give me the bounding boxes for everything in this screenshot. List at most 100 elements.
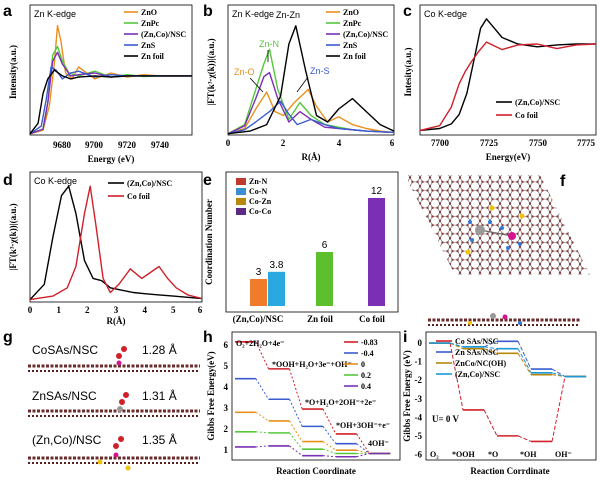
group-label: Co foil <box>359 314 385 324</box>
panel-e-groups: (Zn,Co)/NSC Zn foil Co foil <box>233 314 386 324</box>
bar-value-label: 3 <box>256 267 262 278</box>
legend-entry: Zn foil <box>343 52 367 61</box>
panel-a-title: Zn K-edge <box>34 9 76 19</box>
panel-d-ylabel: |FT(k³·χ(k))|(a.u.) <box>8 203 18 270</box>
series-line-zns <box>227 100 395 135</box>
active-site-top <box>465 205 525 255</box>
bond-length: 1.31 Å <box>142 388 177 403</box>
panel-letter-g: g <box>3 329 13 346</box>
connector <box>322 448 336 454</box>
series-line-zn-foil <box>227 25 395 135</box>
xtick: 6 <box>198 305 203 315</box>
ytick: 0 <box>418 338 423 348</box>
series-line-zno <box>227 88 395 135</box>
connector <box>484 346 498 350</box>
step-label: *OOH <box>452 450 475 459</box>
panel-h-legend: -0.83 -0.4 0 0.2 0.4 <box>344 338 378 391</box>
ytick: 3 <box>224 403 229 413</box>
legend-entry: Zn-N <box>249 177 267 186</box>
xtick: 7725 <box>480 138 499 148</box>
connector <box>517 353 532 375</box>
bar-value-label: 3.8 <box>270 260 284 271</box>
legend-entry: ZnO <box>343 8 359 17</box>
plot-frame-d <box>29 171 203 303</box>
panel-d-xticks: 0 1 2 3 4 5 6 <box>28 305 203 315</box>
structure-label: CoSAs/NSC <box>32 343 98 357</box>
legend-entry: ZnPc <box>343 19 362 28</box>
ytick: -6 <box>415 449 423 459</box>
ytick: 5 <box>224 361 229 371</box>
xtick: 7750 <box>529 138 548 148</box>
structure-row-2: ZnSAs/NSC 1.31 Å <box>28 388 200 417</box>
panel-letter-c: c <box>403 3 412 20</box>
structure-row-1: CoSAs/NSC 1.28 Å <box>28 342 200 372</box>
connector <box>483 348 498 354</box>
connector <box>449 342 464 348</box>
plot-frame-i <box>425 331 597 461</box>
xtick: 9720 <box>118 140 137 150</box>
panel-i-xlabel: Reaction Corrdinate <box>470 466 549 476</box>
legend-entry: ZnPc <box>141 19 160 28</box>
panel-i-yticks: 0 -1 -2 -3 -4 -5 -6 <box>415 338 423 459</box>
connector <box>322 455 336 458</box>
step-label: *O+H₂O+2OH⁻+2e⁻ <box>305 398 376 407</box>
connector <box>517 348 532 374</box>
annotation-zn-n: Zn-N <box>259 39 279 49</box>
panel-a-xlabel: Energy (eV) <box>88 154 135 164</box>
connector <box>483 409 498 437</box>
panel-b-ylabel: |FT(k³·χ(k))|(a.u.) <box>206 38 216 105</box>
panel-letter-d: d <box>3 172 13 189</box>
xtick: 0 <box>28 305 33 315</box>
ytick: -1 <box>415 357 423 367</box>
ytick: -4 <box>415 412 423 422</box>
legend-swatch <box>236 188 246 195</box>
bond-length: 1.35 Å <box>142 432 177 447</box>
plot-frame-c <box>419 4 597 136</box>
legend-entry: Co-Zn <box>249 197 272 206</box>
panel-e-ylabel: Coordination Number <box>204 199 214 285</box>
step-label: O₂ <box>430 450 439 459</box>
ytick: 4 <box>224 382 229 392</box>
panel-h-lines <box>235 340 391 458</box>
step-label: *OH+3OH⁻+e⁻ <box>336 421 390 430</box>
legend-entry: 0.4 <box>361 382 371 391</box>
connector <box>289 445 303 457</box>
panel-h-xlabel: Reaction Coordinate <box>276 466 356 476</box>
series-line-zno <box>29 25 192 135</box>
legend-swatch <box>236 208 246 215</box>
xtick: 1 <box>56 305 61 315</box>
panel-c-legend: (Zn,Co)/NSC Co foil <box>496 98 560 120</box>
xtick: 7700 <box>431 138 450 148</box>
panel-c-lines <box>419 18 597 132</box>
panel-i-ylabel: Gibbs Free Energy (eV) <box>402 350 412 442</box>
connector <box>517 341 532 370</box>
legend-entry: -0.83 <box>361 338 378 347</box>
panel-b-lines <box>227 25 395 135</box>
connector <box>255 341 270 370</box>
connector <box>322 408 337 435</box>
plot-frame-a <box>29 4 193 136</box>
potential-annotation: U= 0 V <box>432 414 459 424</box>
series-line--zn-co-nsc <box>419 18 596 132</box>
graphene-side-view <box>428 313 580 326</box>
legend-entry: 0.2 <box>361 371 371 380</box>
connector <box>322 441 337 451</box>
step-label: 4OH⁻ <box>368 439 389 448</box>
step-label: OH⁻ <box>555 450 572 459</box>
panel-b-xticks: 0 2 4 6 <box>226 138 395 148</box>
xtick: 0 <box>226 138 231 148</box>
connector <box>255 411 269 422</box>
panel-e-bars: 3 3.8 6 12 <box>250 186 385 306</box>
legend-entry: (Zn,Co)/NSC <box>455 370 500 379</box>
xtick: 6 <box>390 138 395 148</box>
group-label: (Zn,Co)/NSC <box>233 314 284 324</box>
xtick: 9700 <box>85 140 104 150</box>
connector <box>449 343 464 411</box>
plot-frame-b <box>227 4 395 136</box>
annotation-zn-o: Zn-O <box>234 67 255 77</box>
panel-d-legend: (Zn,Co)/NSC Co foil <box>108 179 172 201</box>
connector <box>289 420 303 442</box>
connector <box>551 376 566 442</box>
xtick: 4 <box>337 138 342 148</box>
step-label: *OOH+H₂O+3e⁻+OH⁻ <box>272 360 352 369</box>
